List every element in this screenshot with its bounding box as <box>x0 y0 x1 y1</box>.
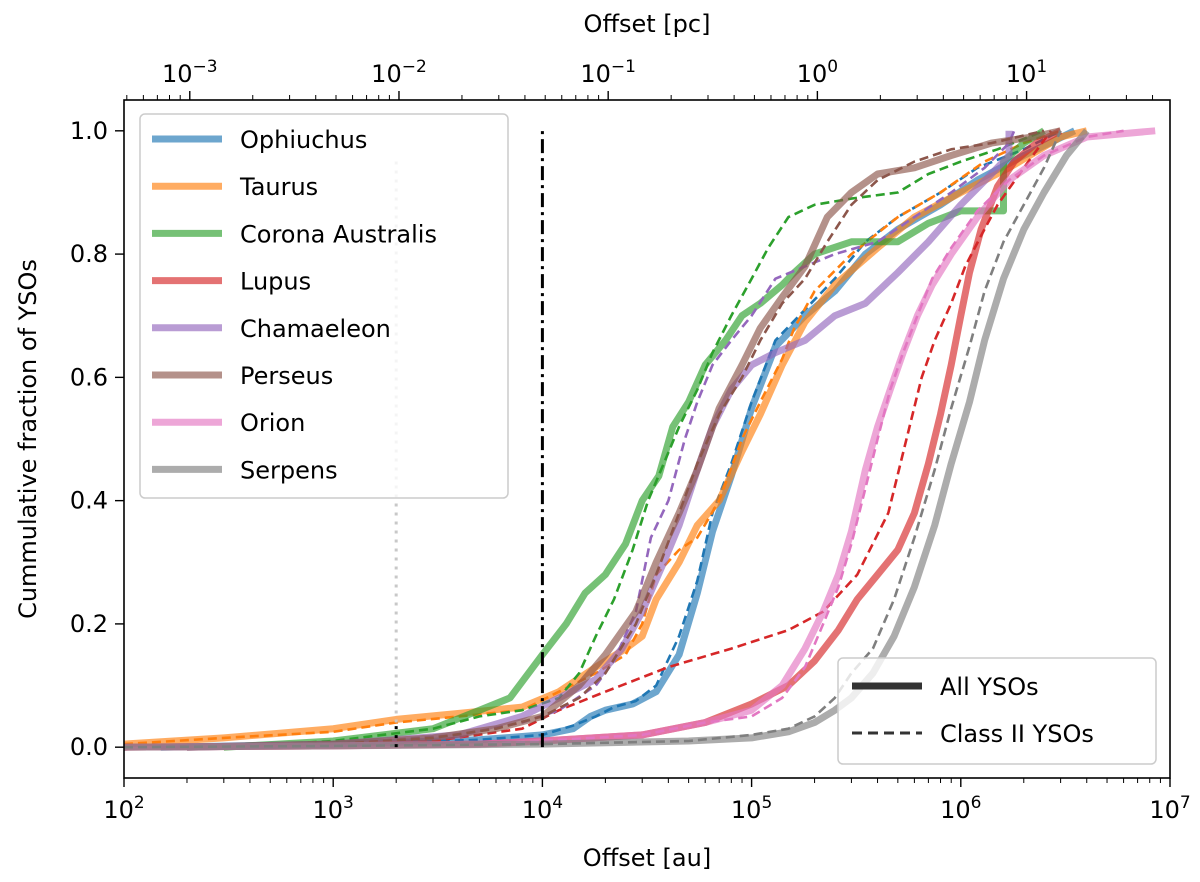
legend-label: Orion <box>240 409 305 437</box>
plot-lines <box>124 127 1156 751</box>
x2-tick-label: 100 <box>797 57 838 88</box>
style-legend-label: Class II YSOs <box>940 720 1094 748</box>
legend-label: Serpens <box>240 456 338 484</box>
x-tick-label: 107 <box>1149 793 1190 824</box>
series-line-perseus-class2 <box>186 129 1045 749</box>
region-legend: Ophiuchus Taurus Corona Australis Lupus Cham… <box>139 113 509 499</box>
legend-label: Ophiuchus <box>240 126 367 154</box>
axis-tick-labels: 102 103 104 105 106 107 10−3 10−2 10−1 100 101 0.0 0… <box>70 57 1191 824</box>
x2-tick-label: 10−2 <box>371 57 427 88</box>
axis-ticks <box>115 91 1171 787</box>
legend-label: Perseus <box>240 362 333 390</box>
reference-lines <box>394 130 544 748</box>
x2-axis-title: Offset [pc] <box>584 10 711 38</box>
series-line-orion-all <box>124 127 1156 751</box>
series-line-serpens-class2 <box>124 130 1062 749</box>
x-tick-label: 104 <box>522 793 563 824</box>
x2-tick-label: 101 <box>1006 57 1047 88</box>
line-style-legend: All YSOs Class II YSOs <box>837 657 1157 765</box>
y-tick-label: 1.0 <box>70 117 108 145</box>
series-line-serpens-all <box>124 128 1090 751</box>
x-tick-label: 106 <box>940 793 981 824</box>
y-tick-label: 0.4 <box>70 487 108 515</box>
legend-label: Corona Australis <box>240 220 437 248</box>
x-axis-title: Offset [au] <box>583 844 711 872</box>
x-tick-label: 105 <box>731 793 772 824</box>
plot-frame <box>123 99 1171 779</box>
x-tick-label: 102 <box>103 793 144 824</box>
legend-label: Taurus <box>239 173 318 201</box>
legend-box <box>139 113 509 499</box>
legend-label: Chamaeleon <box>240 315 391 343</box>
y-tick-label: 0.2 <box>70 610 108 638</box>
series-line-corona-australis-all <box>223 127 1046 751</box>
series-line-perseus-all <box>186 127 1062 751</box>
series-line-lupus-class2 <box>124 130 1053 749</box>
x2-tick-label: 10−1 <box>580 57 636 88</box>
legend-label: Lupus <box>240 268 311 296</box>
x-tick-label: 103 <box>313 793 354 824</box>
y-axis-title: Cummulative fraction of YSOs <box>14 259 42 619</box>
x2-tick-label: 10−3 <box>162 57 218 88</box>
y-tick-label: 0.8 <box>70 240 108 268</box>
style-legend-label: All YSOs <box>940 673 1039 701</box>
series-line-corona-australis-class2 <box>223 129 1045 749</box>
y-tick-label: 0.0 <box>70 733 108 761</box>
series-group <box>124 127 1156 751</box>
y-tick-label: 0.6 <box>70 363 108 391</box>
